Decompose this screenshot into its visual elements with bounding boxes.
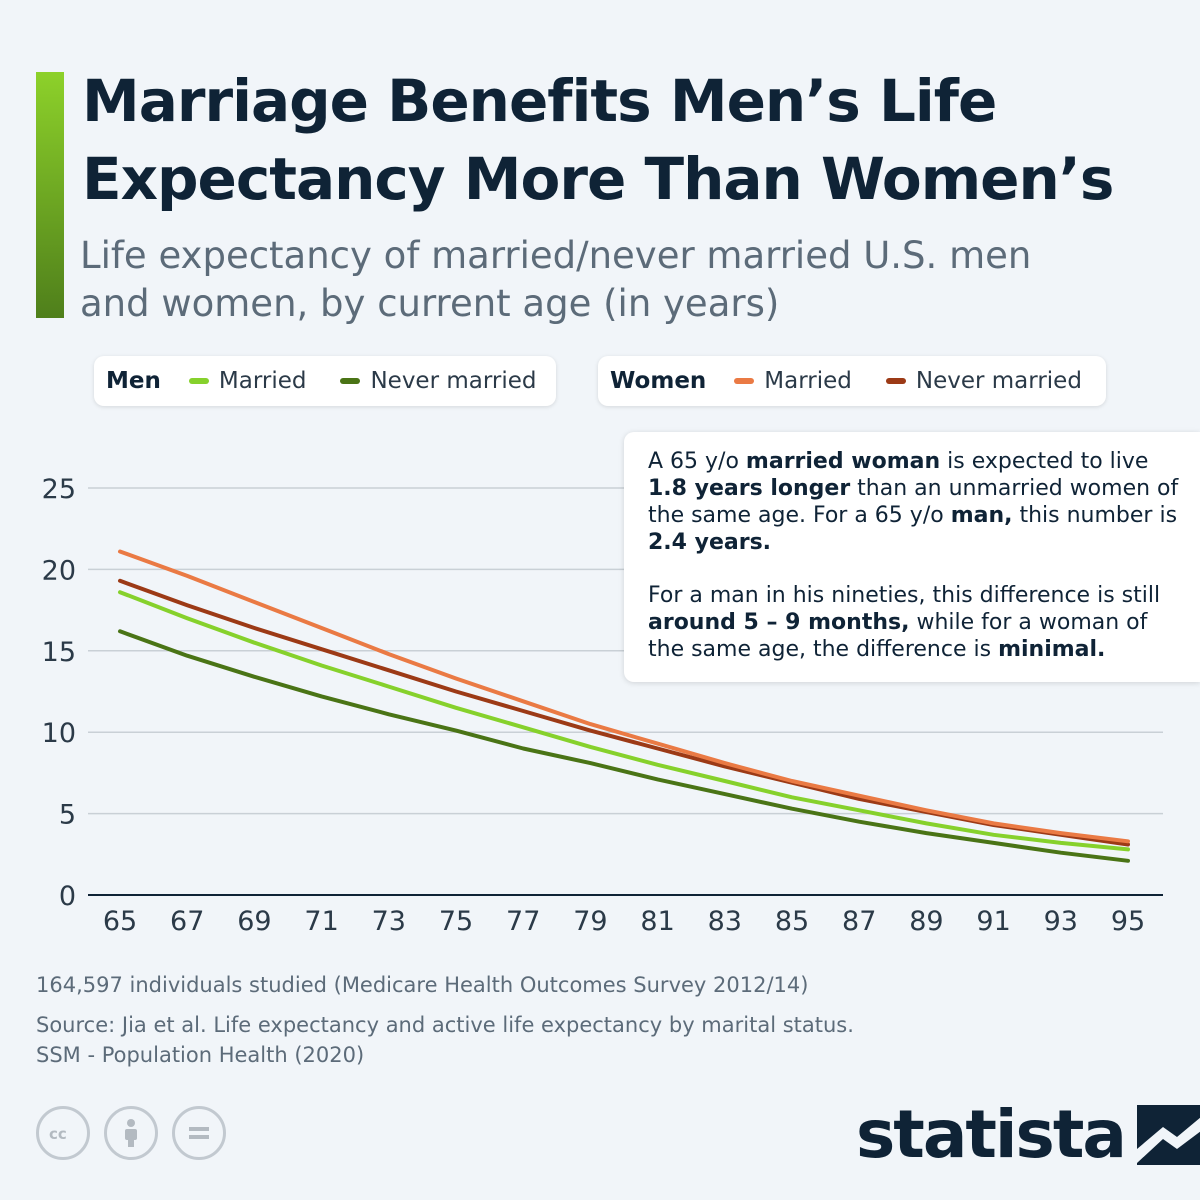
- source-line-2: SSM - Population Health (2020): [36, 1043, 365, 1067]
- x-tick-label: 67: [170, 906, 204, 937]
- x-tick-label: 65: [103, 906, 137, 937]
- legend-men-label: Men: [106, 368, 161, 394]
- swatch-women-never-married: [885, 378, 906, 384]
- series-line: [118, 629, 1130, 863]
- legend-men-married-label: Married: [218, 368, 307, 394]
- series-line: [118, 590, 1130, 852]
- annotation-text: while for a woman of the same age, the d…: [648, 610, 1148, 662]
- x-tick-label: 85: [775, 906, 809, 937]
- legend-women-married-label: Married: [764, 368, 852, 394]
- statista-logo[interactable]: statista: [856, 1095, 1200, 1175]
- annotation-box: A 65 y/o married woman is expected to li…: [624, 432, 1200, 682]
- statista-logo-icon: [1136, 1105, 1200, 1165]
- accent-bar: [36, 72, 64, 318]
- x-tick-label: 87: [842, 906, 876, 937]
- y-tick-label: 10: [42, 718, 76, 749]
- x-tick-label: 77: [506, 906, 540, 937]
- y-tick-label: 5: [59, 800, 76, 831]
- annotation-paragraph-1: A 65 y/o married woman is expected to li…: [648, 448, 1190, 556]
- annotation-bold-text: 2.4 years.: [648, 530, 772, 555]
- legend-women: Women Married Never married: [598, 356, 1106, 406]
- source-line-1: Source: Jia et al. Life expectancy and a…: [36, 1013, 854, 1037]
- x-tick-label: 71: [304, 906, 338, 937]
- legend-men: Men Married Never married: [94, 356, 556, 406]
- cc-icon[interactable]: cc: [36, 1106, 90, 1160]
- series-line: [118, 549, 1130, 844]
- source-note: Source: Jia et al. Life expectancy and a…: [36, 1010, 986, 1070]
- legend-item-women-married: Married: [734, 368, 852, 394]
- svg-text:cc: cc: [49, 1125, 67, 1143]
- y-tick-label: 15: [42, 637, 76, 668]
- annotation-paragraph-2: For a man in his nineties, this differen…: [648, 582, 1190, 663]
- x-tick-label: 91: [976, 906, 1010, 937]
- annotation-bold-text: man,: [950, 503, 1013, 528]
- annotation-text: this number is: [1012, 503, 1178, 528]
- legend-men-never-married-label: Never married: [370, 368, 537, 394]
- logo-text: statista: [856, 1096, 1127, 1173]
- legend-item-women-never-married: Never married: [885, 368, 1082, 394]
- attribution-icon[interactable]: [104, 1106, 158, 1160]
- legend-item-men-married: Married: [188, 368, 307, 394]
- annotation-text: A 65 y/o: [648, 449, 746, 474]
- swatch-men-never-married: [340, 378, 361, 384]
- y-tick-label: 20: [42, 555, 76, 586]
- x-tick-label: 81: [640, 906, 674, 937]
- swatch-men-married: [188, 378, 209, 384]
- x-tick-label: 89: [909, 906, 943, 937]
- x-tick-label: 95: [1111, 906, 1145, 937]
- legend-women-label: Women: [610, 368, 707, 394]
- x-tick-label: 79: [573, 906, 607, 937]
- footnote: 164,597 individuals studied (Medicare He…: [36, 973, 809, 997]
- annotation-bold-text: around 5 – 9 months,: [648, 610, 910, 635]
- x-tick-label: 73: [372, 906, 406, 937]
- legend-item-men-never-married: Never married: [340, 368, 537, 394]
- annotation-text: is expected to live: [940, 449, 1149, 474]
- swatch-women-married: [734, 378, 755, 384]
- x-tick-label: 83: [708, 906, 742, 937]
- license-icons: cc: [36, 1106, 226, 1160]
- y-tick-label: 25: [42, 474, 76, 505]
- page-title: Marriage Benefits Men’s Life Expectancy …: [82, 67, 1114, 213]
- y-tick-label: 0: [59, 881, 76, 912]
- annotation-text: For a man in his nineties, this differen…: [648, 583, 1161, 608]
- x-tick-label: 93: [1044, 906, 1078, 937]
- x-tick-label: 75: [439, 906, 473, 937]
- legend-women-never-married-label: Never married: [915, 368, 1082, 394]
- annotation-bold-text: minimal.: [998, 637, 1106, 662]
- subtitle: Life expectancy of married/never married…: [80, 234, 1032, 325]
- x-tick-label: 69: [237, 906, 271, 937]
- annotation-text: than an unmarried women of the same age.…: [648, 476, 1179, 528]
- annotation-bold-text: 1.8 years longer: [648, 476, 851, 501]
- no-derivatives-icon[interactable]: [172, 1106, 226, 1160]
- annotation-bold-text: married woman: [745, 449, 941, 474]
